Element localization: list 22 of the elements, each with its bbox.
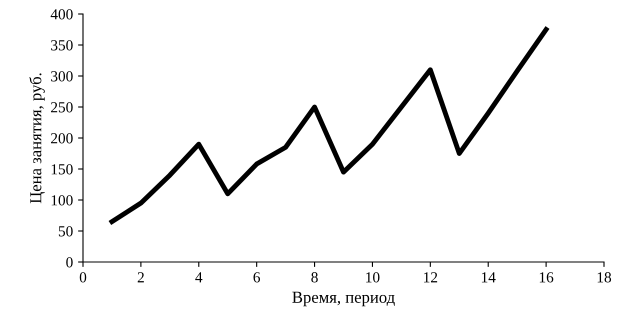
x-axis-title: Время, период bbox=[292, 292, 395, 306]
y-tick-label: 400 bbox=[50, 9, 73, 20]
x-tick-label: 2 bbox=[138, 272, 144, 282]
x-tick-label: 0 bbox=[80, 272, 86, 282]
x-tick-label: 10 bbox=[366, 272, 380, 282]
x-tick-label: 6 bbox=[254, 272, 260, 282]
x-tick-label: 14 bbox=[482, 272, 496, 282]
x-tick-label: 18 bbox=[598, 272, 612, 282]
x-tick-label: 4 bbox=[195, 272, 202, 282]
y-axis-title: Цена занятия, руб. bbox=[29, 73, 45, 204]
x-tick-label: 16 bbox=[540, 272, 554, 282]
x-tick-label: 8 bbox=[311, 272, 318, 282]
y-tick-label: 200 bbox=[51, 133, 73, 144]
x-tick-label: 12 bbox=[424, 272, 438, 282]
y-tick-label: 150 bbox=[52, 164, 73, 174]
y-tick-label: 0 bbox=[66, 257, 73, 268]
y-tick-label: 350 bbox=[51, 40, 73, 50]
y-tick-label: 250 bbox=[51, 102, 73, 112]
line-series bbox=[110, 27, 549, 224]
y-tick-label: 100 bbox=[52, 195, 73, 206]
y-tick-label: 300 bbox=[51, 71, 73, 82]
y-tick-label: 50 bbox=[58, 226, 73, 236]
